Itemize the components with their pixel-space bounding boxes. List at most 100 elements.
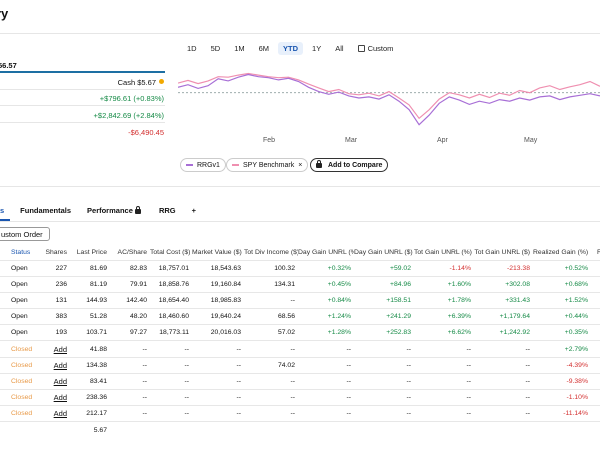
ac-share-cell: -- [110, 340, 150, 358]
last-price-cell: 51.28 [70, 308, 110, 325]
div-income-cell: 57.02 [244, 324, 298, 341]
day-gain-pct-cell: -- [298, 405, 354, 422]
column-header-market-value[interactable]: Market Value ($) [192, 249, 242, 257]
x-tick-feb: Feb [263, 137, 276, 144]
last-price-cell: 238.36 [70, 388, 110, 406]
cash-label: Cash $5.67 [117, 78, 156, 87]
table-row[interactable]: Closed Add 212.17 -- -- -- -- -- -- -- -- -11.14% [0, 405, 600, 422]
column-header-tot-gain-usd[interactable]: Tot Gain UNRL ($) [474, 249, 530, 257]
column-header-day-gain-pct[interactable]: Day Gain UNRL (%) [298, 249, 354, 257]
tot-gain-usd-cell: -- [474, 356, 533, 374]
range-6m[interactable]: 6M [258, 44, 270, 53]
column-header-status[interactable]: Status [11, 249, 31, 257]
add-tab-button[interactable]: + [191, 206, 197, 215]
add-to-compare-button[interactable]: Add to Compare [310, 158, 389, 172]
shares-cell: 227 [38, 259, 70, 277]
tot-gain-usd-cell: -- [474, 372, 533, 390]
day-gain-pct-cell: -- [298, 340, 354, 358]
column-header-tot-gain-pct[interactable]: Tot Gain UNRL (%) [414, 249, 472, 257]
total-cost-cell: -- [150, 388, 192, 406]
day-gain-usd-cell: -- [354, 372, 414, 390]
status-cell: Open [0, 324, 38, 341]
column-header-total-cost[interactable]: Total Cost ($) [150, 249, 191, 257]
add-shares-link[interactable]: Add [53, 376, 67, 386]
tab-fundamentals[interactable]: Fundamentals [20, 206, 72, 215]
status-cell: Open [0, 259, 38, 277]
add-shares-link[interactable]: Add [53, 344, 67, 354]
close-icon[interactable]: × [298, 161, 303, 169]
table-row[interactable]: Closed Add 41.88 -- -- -- -- -- -- -- -- +2.79% [0, 340, 600, 358]
last-price-cell: 81.69 [70, 259, 110, 277]
range-1m[interactable]: 1M [234, 44, 245, 53]
column-header-realized-pct[interactable]: Realized Gain (%) [533, 249, 589, 257]
custom-order-button[interactable]: ustom Order [0, 227, 50, 241]
shares-cell: Add [38, 372, 70, 390]
range-custom[interactable]: Custom [353, 42, 399, 55]
add-to-compare-label: Add to Compare [328, 161, 383, 169]
legend-rrgv1[interactable]: RRGv1 [180, 158, 226, 172]
tab-performance[interactable]: Performance [87, 206, 143, 215]
table-row[interactable]: Closed Add 238.36 -- -- -- -- -- -- -- -- -1.10% [0, 388, 600, 406]
legend-spy-benchmark[interactable]: SPY Benchmark × [226, 158, 309, 172]
add-shares-link[interactable]: Add [53, 360, 67, 370]
market-value-cell: 19,160.84 [192, 275, 244, 293]
last-price-cell: 134.38 [70, 356, 110, 374]
table-row[interactable]: Open 131 144.93 142.40 18,654.40 18,985.83 -- +… [0, 291, 600, 309]
add-shares-link[interactable]: Add [53, 409, 67, 419]
market-value-cell: -- [192, 356, 244, 374]
tot-gain-pct-cell: -- [414, 405, 474, 422]
table-row[interactable]: Open 236 81.19 79.91 18,858.76 19,160.84 134.3… [0, 275, 600, 293]
status-cell: Open [0, 275, 38, 293]
table-row[interactable]: Closed Add 83.41 -- -- -- -- -- -- -- -- -9.38% [0, 372, 600, 390]
series-line-spy-benchmark [178, 72, 600, 120]
column-header-realized-usd[interactable]: R [597, 249, 600, 257]
day-gain-pct-cell: +0.45% [298, 275, 354, 293]
range-1d[interactable]: 1D [187, 44, 197, 53]
column-header-last-price[interactable]: Last Price [76, 249, 107, 257]
tab-holdings[interactable]: s [0, 206, 5, 215]
last-price-cell: 83.41 [70, 372, 110, 390]
range-all[interactable]: All [335, 44, 344, 53]
realized-pct-cell: -4.39% [533, 356, 591, 374]
tot-gain-usd-cell: -- [474, 405, 533, 422]
portfolio-value: 56.57 [0, 61, 17, 70]
total-cost-cell: 18,858.76 [150, 275, 192, 293]
range-5d[interactable]: 5D [210, 44, 221, 53]
total-gain: +$2,842.69 (+2.84%) [93, 111, 164, 120]
total-cost-cell: 18,757.01 [150, 259, 192, 277]
market-value-cell: -- [192, 405, 244, 422]
table-row[interactable]: Open 193 103.71 97.27 18,773.11 20,016.03 57.0… [0, 324, 600, 341]
column-header-day-gain-usd[interactable]: Day Gain UNRL ($) [354, 249, 413, 257]
column-header-ac-share[interactable]: AC/Share [117, 249, 147, 257]
empty-cell [192, 421, 244, 439]
tot-gain-usd-cell: +331.43 [474, 291, 533, 309]
ac-share-cell: 97.27 [110, 324, 150, 341]
ac-share-cell: 79.91 [110, 275, 150, 293]
empty-cell [474, 421, 533, 439]
realized-pct-cell: +0.52% [533, 259, 591, 277]
column-header-div-income[interactable]: Tot Div Income ($) [244, 249, 298, 257]
tab-performance-label: Performance [87, 206, 133, 215]
day-gain-usd-cell: -- [354, 405, 414, 422]
empty-cell [414, 421, 474, 439]
status-cell: Closed [0, 340, 38, 358]
tab-rrg[interactable]: RRG [158, 206, 176, 215]
table-row[interactable]: Open 383 51.28 48.20 18,460.60 19,640.24 68.56… [0, 308, 600, 325]
shares-cell: 131 [38, 291, 70, 309]
day-gain-usd-cell: -- [354, 340, 414, 358]
add-shares-link[interactable]: Add [53, 393, 67, 403]
div-income-cell: -- [244, 388, 298, 406]
div-income-cell: -- [244, 340, 298, 358]
column-header-shares[interactable]: Shares [45, 249, 67, 257]
range-ytd[interactable]: YTD [278, 42, 304, 55]
tabs-divider [0, 221, 600, 222]
active-tab-indicator [0, 219, 10, 221]
tot-gain-usd-cell: -- [474, 340, 533, 358]
realized-pct-cell: +0.35% [533, 324, 591, 341]
table-row[interactable]: Open 227 81.69 82.83 18,757.01 18,543.63 100.3… [0, 259, 600, 277]
legend-label: RRGv1 [197, 161, 220, 169]
day-gain-usd-cell: -- [354, 356, 414, 374]
lock-icon [134, 206, 141, 214]
range-1y[interactable]: 1Y [312, 44, 322, 53]
table-row[interactable]: Closed Add 134.38 -- -- -- 74.02 -- -- -- -- -4.39% [0, 356, 600, 374]
